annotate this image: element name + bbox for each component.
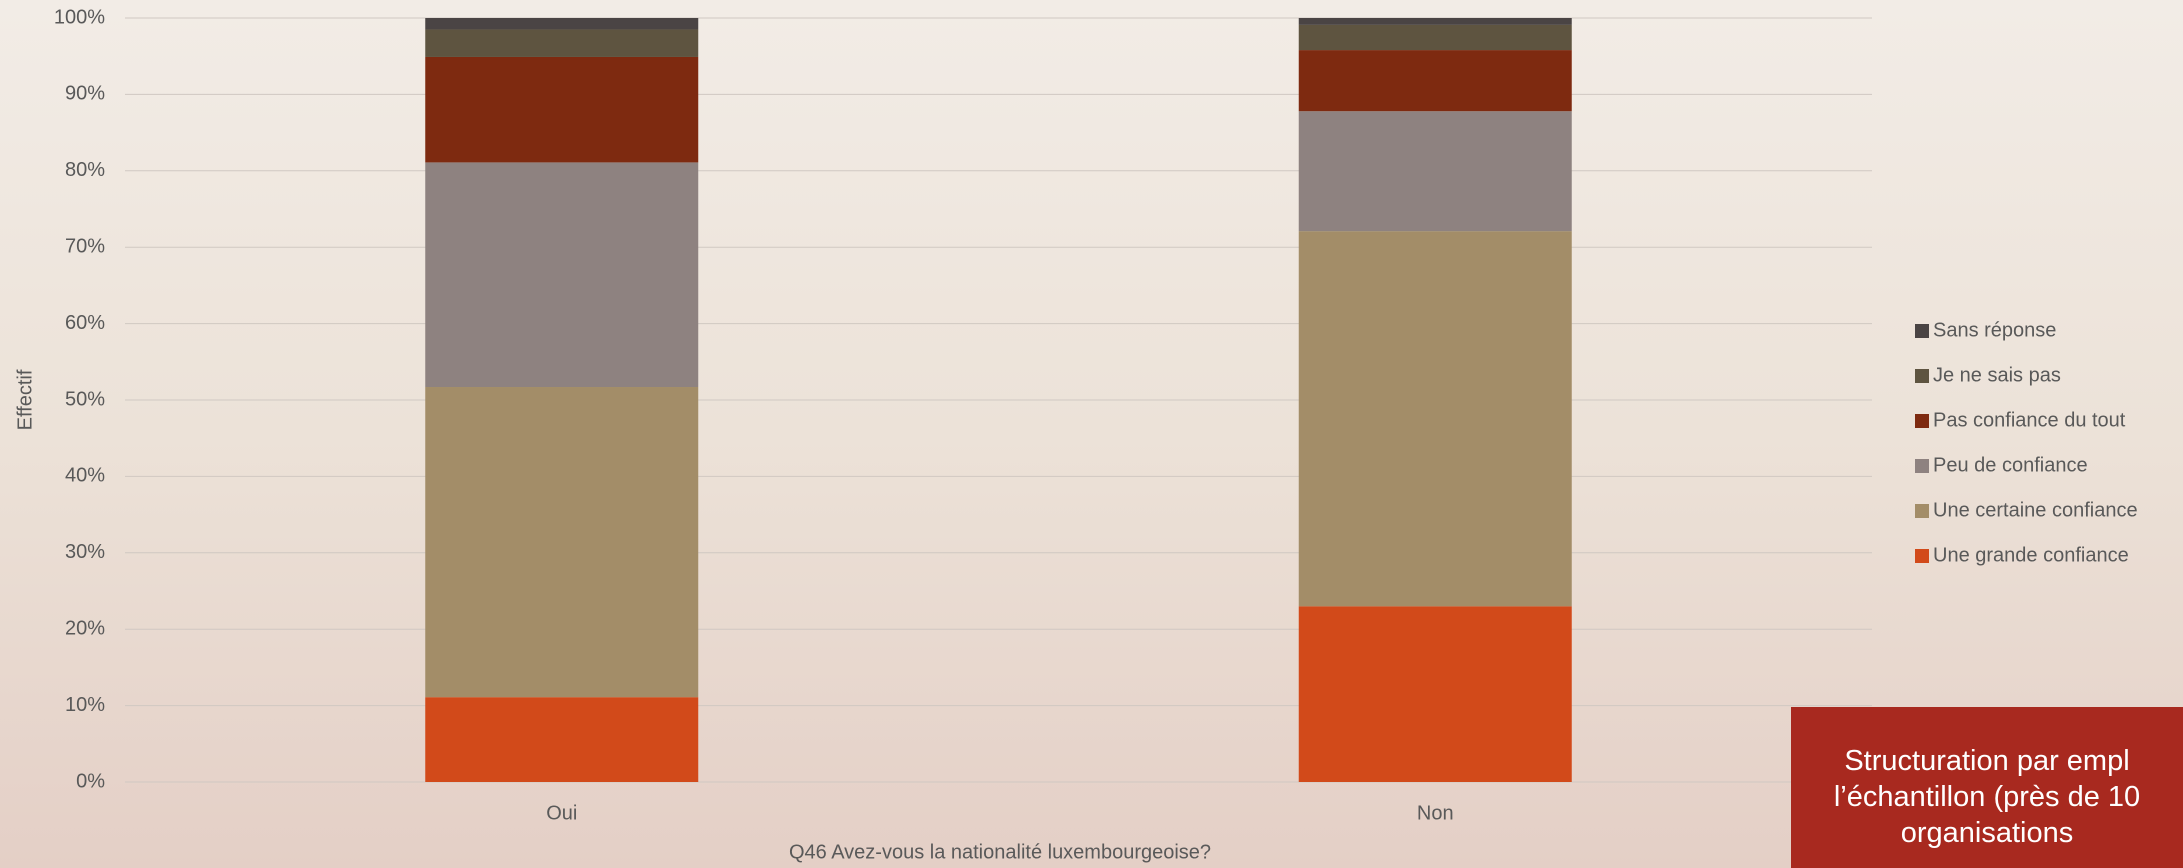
bar-segment [1298, 18, 1572, 25]
legend-label: Pas confiance du tout [1933, 409, 2126, 431]
y-tick-label: 60% [65, 312, 105, 334]
y-tick-label: 90% [65, 83, 105, 105]
y-tick-label: 100% [54, 6, 105, 28]
bar-segment [1298, 231, 1572, 607]
bar-segment [425, 162, 699, 388]
legend-swatch [1915, 549, 1929, 563]
legend-label: Je ne sais pas [1933, 364, 2061, 386]
x-tick-label: Oui [546, 802, 577, 824]
bar-segment [1298, 24, 1572, 51]
legend-label: Une grande confiance [1933, 544, 2129, 566]
bar-segment [1298, 111, 1572, 232]
bar-segment [425, 387, 699, 698]
bar-segment [425, 56, 699, 163]
y-tick-label: 30% [65, 541, 105, 563]
y-tick-label: 70% [65, 235, 105, 257]
bar-segment [1298, 606, 1572, 782]
legend-swatch [1915, 369, 1929, 383]
legend-swatch [1915, 414, 1929, 428]
legend-label: Sans réponse [1933, 319, 2056, 341]
x-axis-label: Q46 Avez-vous la nationalité luxembourge… [789, 841, 1211, 863]
bar-segment [425, 18, 699, 30]
bar-segment [1298, 50, 1572, 112]
y-tick-label: 50% [65, 388, 105, 410]
y-tick-label: 20% [65, 617, 105, 639]
bar-segment [425, 29, 699, 57]
y-tick-label: 80% [65, 159, 105, 181]
legend-label: Une certaine confiance [1933, 499, 2138, 521]
legend-swatch [1915, 504, 1929, 518]
y-axis-label: Effectif [14, 369, 36, 430]
bar-segment [425, 697, 699, 782]
callout: Structuration par empl l’échantillon (prè… [1791, 707, 2183, 868]
legend-swatch [1915, 459, 1929, 473]
callout-line: organisations [1900, 817, 2074, 849]
y-tick-label: 0% [76, 770, 105, 792]
callout-line: l’échantillon (près de 10 [1833, 781, 2141, 813]
x-tick-label: Non [1417, 802, 1454, 824]
callout-line: Structuration par empl [1844, 745, 2130, 777]
legend-swatch [1915, 324, 1929, 338]
y-tick-label: 40% [65, 465, 105, 487]
legend-label: Peu de confiance [1933, 454, 2088, 476]
y-tick-label: 10% [65, 694, 105, 716]
